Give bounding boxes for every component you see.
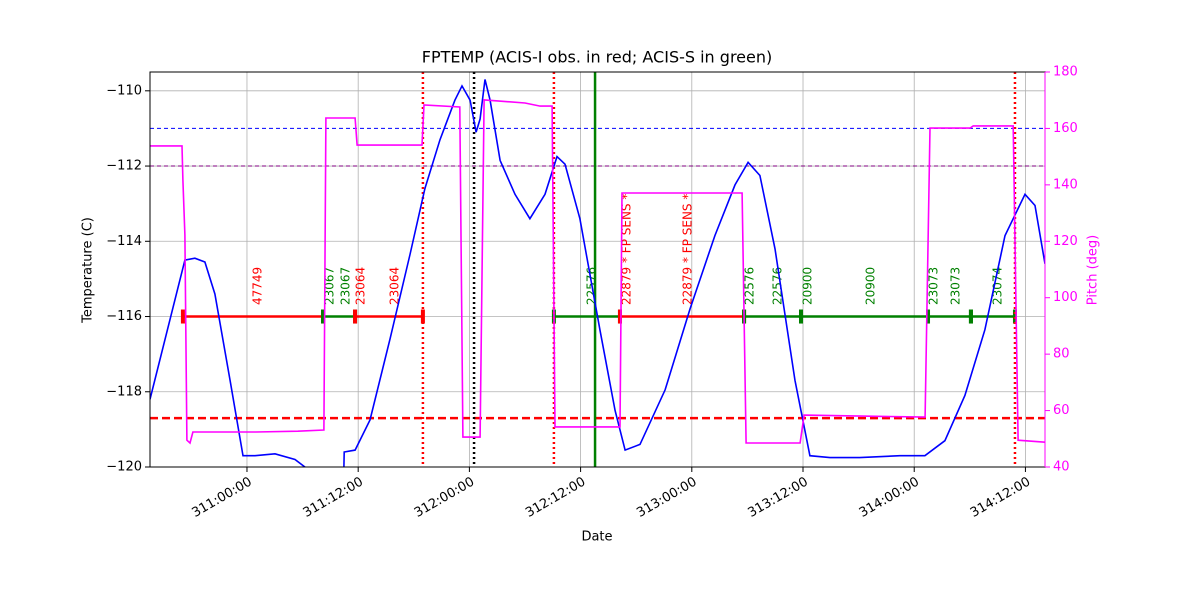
observation-label: 22576 — [771, 267, 785, 305]
observation-label: 23074 — [991, 267, 1005, 305]
y2-tick-label: 60 — [1053, 403, 1070, 418]
y2-tick-label: 100 — [1053, 290, 1078, 305]
series-line — [150, 79, 1045, 467]
y-tick-label: −116 — [106, 309, 142, 324]
observation-label: 20900 — [801, 267, 815, 305]
chart-title: FPTEMP (ACIS-I obs. in red; ACIS-S in gr… — [422, 48, 772, 67]
y2-tick-label: 180 — [1053, 65, 1078, 80]
observation-edge — [617, 309, 622, 324]
observation-label: 22576 — [743, 267, 757, 305]
observation-label: 23073 — [927, 267, 941, 305]
x-axis-label: Date — [581, 530, 612, 545]
y-tick-label: −120 — [106, 460, 142, 475]
observation-edge — [420, 309, 425, 324]
observation-edge — [926, 309, 931, 324]
y2-tick-label: 80 — [1053, 347, 1070, 362]
y-axis-label: Temperature (C) — [81, 217, 96, 324]
observation-label: 47749 — [250, 267, 264, 305]
observation-edge — [968, 309, 973, 324]
observation-label: 20900 — [864, 267, 878, 305]
y-tick-label: −114 — [106, 234, 142, 249]
series-line — [150, 99, 1045, 445]
observation-label: 23064 — [354, 267, 368, 305]
observation-edge — [1012, 309, 1017, 324]
observation-edge — [353, 309, 358, 324]
y2-tick-label: 160 — [1053, 121, 1078, 136]
observation-label: 23073 — [949, 267, 963, 305]
plot-area: 47749 23067 23067 23064 23064 22576 22879 * FP… — [150, 72, 1045, 467]
y2-axis-label: Pitch (deg) — [1086, 235, 1101, 305]
observation-edge — [180, 309, 185, 324]
y-tick-label: −110 — [106, 83, 142, 98]
y-tick-label: −112 — [106, 159, 142, 174]
observation-label: 23067 — [322, 267, 336, 305]
y2-tick-label: 40 — [1053, 460, 1070, 475]
observation-label: 23064 — [387, 267, 401, 305]
observation-edge — [799, 309, 804, 324]
observation-label: 22879 * FP SENS * — [620, 194, 634, 305]
observation-label: 22879 * FP SENS * — [681, 194, 695, 305]
y2-tick-label: 120 — [1053, 234, 1078, 249]
observation-label: 23067 — [338, 267, 352, 305]
y-tick-label: −118 — [106, 384, 142, 399]
observation-edge — [321, 309, 326, 324]
y2-tick-label: 140 — [1053, 177, 1078, 192]
